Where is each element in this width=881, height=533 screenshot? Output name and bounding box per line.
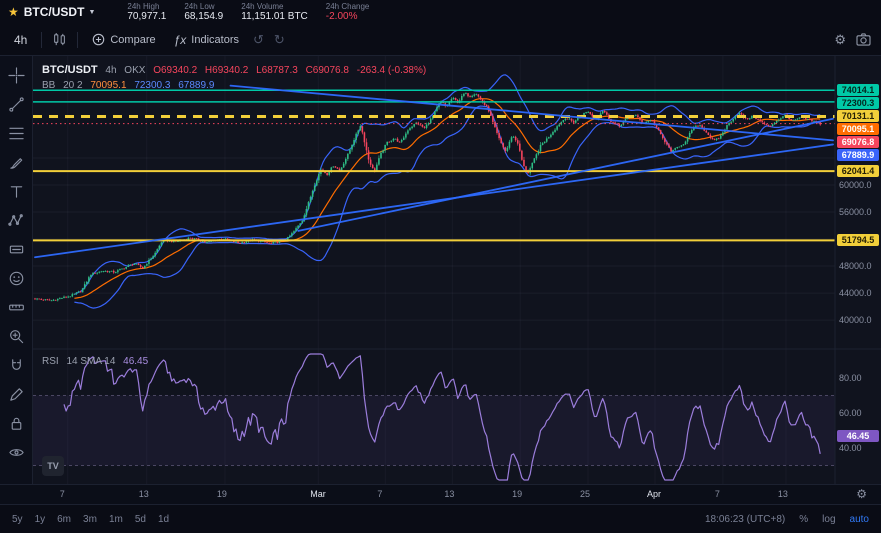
rsi-tick-label: 40.00	[839, 443, 862, 453]
range-button-5y[interactable]: 5y	[12, 513, 23, 525]
stat-label: 24h High	[127, 1, 160, 11]
measure-tool-icon[interactable]	[5, 298, 27, 316]
magnet-tool-icon[interactable]	[5, 356, 27, 374]
stat-value: 70,977.1	[127, 10, 167, 22]
range-button-1m[interactable]: 1m	[108, 513, 123, 525]
plus-circle-icon	[93, 33, 105, 46]
settings-gear-icon[interactable]: ⚙	[834, 31, 846, 47]
interval-button[interactable]: 4h	[14, 32, 28, 47]
fib-retracement-tool-icon[interactable]	[5, 124, 27, 142]
range-button-5d[interactable]: 5d	[134, 513, 146, 525]
range-button-6m[interactable]: 6m	[57, 513, 72, 525]
compare-button[interactable]: Compare	[88, 31, 159, 48]
time-tick-label: 19	[216, 489, 227, 499]
zoom-in-tool-icon[interactable]	[5, 327, 27, 345]
auto-scale-button[interactable]: auto	[849, 513, 869, 525]
percent-scale-button[interactable]: %	[799, 513, 809, 525]
stat-value: -2.00%	[325, 10, 358, 22]
rsi-value-tag: 46.45	[837, 430, 879, 443]
tradingview-logo: TV	[42, 456, 64, 476]
range-button-1d[interactable]: 1d	[157, 513, 170, 525]
forecast-tool-icon[interactable]	[5, 240, 27, 258]
time-tick-label: 7	[377, 489, 383, 499]
chart-type-candles-icon[interactable]	[52, 32, 67, 47]
divider	[41, 31, 43, 48]
time-tick-label: Apr	[647, 489, 662, 499]
chart-toolbar: 4h Compare ƒx Indicators ↺ ↻ ⚙	[0, 24, 881, 56]
eye-tool-icon[interactable]	[5, 443, 27, 461]
price-tag: 69076.8	[837, 136, 879, 149]
stat-label: 24h Volume	[241, 1, 284, 11]
price-tag: 74014.1	[837, 83, 879, 96]
chevron-down-icon[interactable]: ▼	[88, 8, 96, 16]
trend-line-tool-icon[interactable]	[5, 95, 27, 113]
time-tick-label: 13	[444, 489, 455, 499]
indicators-label: Indicators	[191, 33, 239, 46]
text-tool-icon[interactable]	[5, 182, 27, 200]
stat-24h-high: 24h High 70,977.1	[127, 2, 166, 23]
compare-label: Compare	[110, 33, 156, 46]
emoji-tool-icon[interactable]	[5, 269, 27, 287]
fx-icon: ƒx	[173, 32, 187, 47]
screenshot-camera-icon[interactable]	[856, 33, 871, 46]
undo-icon[interactable]: ↺	[253, 31, 264, 47]
price-tick-label: 56000.0	[839, 207, 872, 217]
indicators-button[interactable]: ƒx Indicators	[170, 31, 243, 49]
price-tag: 72300.3	[837, 96, 879, 109]
xabcd-pattern-tool-icon[interactable]	[5, 211, 27, 229]
rsi-tick-label: 80.00	[839, 373, 862, 383]
price-tag: 62041.4	[837, 164, 879, 177]
stat-label: 24h Low	[184, 1, 215, 11]
price-tick-label: 40000.0	[839, 315, 872, 326]
price-tick-label: 44000.0	[839, 288, 872, 299]
price-tag: 67889.9	[837, 149, 879, 162]
price-tag: 70095.1	[837, 123, 879, 136]
divider	[77, 31, 79, 48]
time-axis[interactable]: ⚙ 7 13 19 Mar 7 13 19 25 Apr 7 13	[0, 484, 881, 504]
clock-timezone[interactable]: 18:06:23 (UTC+8)	[704, 513, 786, 525]
redo-icon[interactable]: ↻	[273, 31, 285, 47]
price-axis[interactable]: 64000.060000.056000.052000.048000.044000…	[836, 56, 881, 484]
time-tick-label: 19	[512, 489, 523, 499]
price-tag: 70131.1	[837, 110, 879, 123]
time-tick-label: 13	[777, 489, 788, 499]
price-tick-label: 60000.0	[839, 179, 872, 190]
favorite-star-icon[interactable]: ★	[8, 5, 19, 19]
time-tick-label: Mar	[310, 489, 326, 499]
range-buttons: 5y 1y 6m 3m 1m 5d 1d	[12, 514, 181, 525]
symbol-name[interactable]: BTC/USDT	[23, 5, 85, 19]
time-tick-label: 25	[580, 489, 591, 499]
lock-tool-icon[interactable]	[5, 414, 27, 432]
drawing-tools-rail	[0, 56, 33, 484]
bottom-bar: 5y 1y 6m 3m 1m 5d 1d 18:06:23 (UTC+8) % log au…	[0, 504, 881, 533]
range-button-1y[interactable]: 1y	[34, 513, 46, 525]
stat-24h-low: 24h Low 68,154.9	[184, 2, 223, 23]
stat-value: 11,151.01 BTC	[241, 10, 308, 22]
stat-24h-change: 24h Change -2.00%	[326, 2, 370, 23]
stat-label: 24h Change	[325, 1, 370, 11]
time-tick-label: 7	[714, 489, 720, 499]
price-tag: 51794.5	[837, 233, 879, 246]
symbol-stats-bar: ★ BTC/USDT ▼ 24h High 70,977.1 24h Low 68,1…	[0, 0, 881, 24]
brush-tool-icon[interactable]	[5, 153, 27, 171]
stat-value: 68,154.9	[184, 10, 224, 22]
rsi-tick-label: 60.00	[839, 408, 862, 418]
stats-group: 24h High 70,977.1 24h Low 68,154.9 24h Volum…	[109, 2, 369, 23]
time-tick-label: 7	[59, 489, 65, 499]
range-button-3m[interactable]: 3m	[83, 513, 97, 525]
time-tick-label: 13	[138, 489, 149, 499]
price-tick-label: 48000.0	[839, 261, 872, 272]
draw-tool-icon[interactable]	[5, 385, 27, 403]
log-scale-button[interactable]: log	[822, 513, 836, 525]
axis-settings-gear-icon[interactable]: ⚙	[856, 487, 867, 501]
stat-24h-volume: 24h Volume 11,151.01 BTC	[241, 2, 308, 23]
crosshair-tool-icon[interactable]	[5, 66, 27, 84]
